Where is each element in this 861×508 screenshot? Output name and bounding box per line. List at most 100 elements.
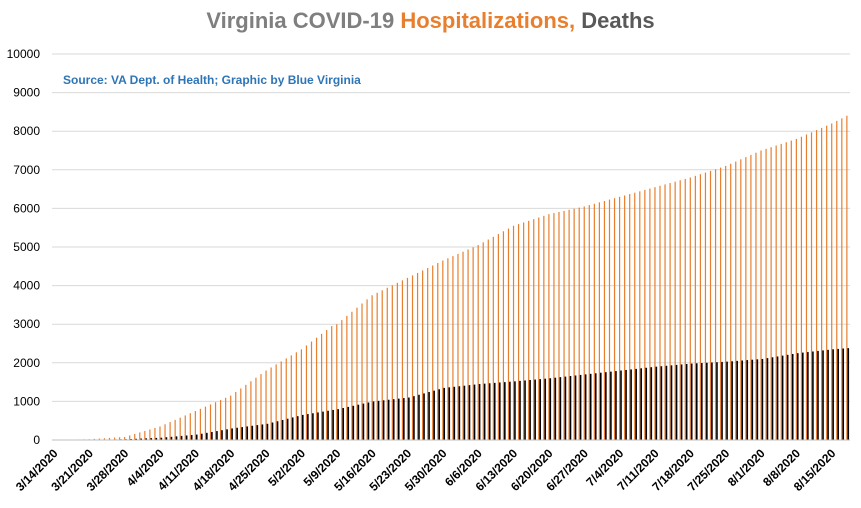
bar-hospitalizations-107	[593, 203, 595, 440]
bar-hospitalizations-67	[391, 285, 393, 440]
bar-deaths-61	[362, 403, 365, 440]
bar-hospitalizations-48	[295, 352, 297, 440]
bar-deaths-149	[807, 352, 809, 440]
bar-deaths-99	[554, 377, 557, 440]
bar-hospitalizations-106	[588, 205, 590, 440]
bar-deaths-55	[332, 409, 334, 440]
bar-deaths-104	[579, 374, 582, 440]
y-tick-label-10: 10000	[7, 47, 41, 61]
bar-hospitalizations-28	[194, 411, 196, 440]
bar-deaths-138	[751, 359, 754, 440]
title-part-3: Deaths	[575, 8, 655, 33]
bar-hospitalizations-52	[315, 337, 318, 440]
bar-deaths-74	[428, 392, 430, 440]
y-tick-label-7: 7000	[13, 163, 40, 177]
bar-hospitalizations-150	[810, 132, 813, 440]
bar-deaths-95	[534, 379, 536, 440]
bar-deaths-134	[731, 361, 733, 440]
bar-hospitalizations-108	[598, 202, 600, 440]
y-tick-label-0: 0	[33, 433, 40, 447]
bar-deaths-69	[403, 398, 405, 440]
bar-deaths-124	[680, 364, 683, 440]
bar-deaths-137	[746, 360, 749, 440]
bar-hospitalizations-133	[725, 165, 727, 440]
bar-hospitalizations-139	[755, 152, 757, 440]
bar-hospitalizations-53	[321, 333, 323, 440]
bar-hospitalizations-47	[290, 355, 292, 440]
bar-deaths-90	[509, 381, 511, 440]
bar-deaths-43	[271, 422, 274, 440]
bar-hospitalizations-148	[800, 136, 803, 440]
bar-deaths-117	[645, 367, 648, 440]
bar-deaths-103	[574, 375, 577, 440]
bar-hospitalizations-96	[538, 217, 540, 440]
bar-deaths-101	[564, 376, 567, 440]
bar-deaths-28	[195, 434, 198, 440]
bar-hospitalizations-40	[255, 377, 257, 440]
bar-deaths-116	[640, 368, 642, 440]
bar-hospitalizations-119	[654, 187, 656, 440]
bar-deaths-120	[660, 366, 663, 440]
bar-hospitalizations-131	[714, 169, 717, 440]
bar-deaths-115	[635, 368, 637, 440]
bar-hospitalizations-19	[149, 429, 151, 440]
bar-hospitalizations-55	[331, 326, 333, 440]
bar-hospitalizations-25	[179, 417, 181, 440]
bar-hospitalizations-15	[129, 435, 131, 440]
bar-hospitalizations-8	[93, 438, 95, 440]
bar-hospitalizations-50	[305, 345, 308, 440]
y-tick-label-2: 2000	[13, 356, 40, 370]
bar-deaths-150	[812, 351, 814, 440]
bar-deaths-32	[216, 431, 218, 440]
bar-deaths-91	[514, 381, 516, 440]
bar-deaths-140	[761, 358, 764, 440]
y-tick-label-4: 4000	[13, 279, 40, 293]
bar-deaths-154	[832, 349, 834, 440]
bar-hospitalizations-90	[507, 228, 510, 440]
bar-hospitalizations-10	[103, 438, 106, 440]
bar-hospitalizations-137	[745, 157, 747, 441]
bar-deaths-88	[498, 382, 501, 440]
bar-hospitalizations-24	[174, 419, 176, 440]
bar-deaths-76	[438, 389, 440, 440]
bar-deaths-114	[630, 369, 632, 440]
bar-hospitalizations-157	[846, 115, 848, 440]
bar-hospitalizations-123	[674, 181, 676, 441]
bar-hospitalizations-155	[836, 120, 838, 440]
bar-deaths-33	[221, 430, 223, 440]
bar-deaths-58	[347, 406, 350, 440]
bar-hospitalizations-49	[300, 349, 303, 440]
bar-deaths-16	[135, 438, 137, 440]
bar-deaths-19	[150, 438, 153, 440]
x-tick-label-20: 8/1/2020	[725, 446, 768, 489]
bar-deaths-41	[261, 424, 264, 440]
bar-hospitalizations-9	[98, 438, 100, 440]
bar-hospitalizations-113	[624, 195, 626, 440]
bar-deaths-56	[337, 409, 339, 440]
bar-deaths-127	[695, 363, 698, 440]
bar-hospitalizations-112	[618, 196, 621, 440]
bar-deaths-121	[665, 365, 668, 440]
bar-deaths-139	[756, 359, 759, 440]
bar-deaths-18	[145, 438, 148, 440]
bar-deaths-70	[408, 397, 410, 440]
bar-hospitalizations-105	[583, 206, 585, 440]
bar-deaths-132	[721, 361, 723, 440]
bar-deaths-145	[786, 354, 789, 440]
bar-deaths-54	[327, 410, 329, 440]
bar-hospitalizations-154	[831, 123, 833, 440]
bar-deaths-40	[256, 425, 259, 440]
bar-deaths-135	[736, 360, 738, 440]
bar-deaths-107	[594, 373, 597, 440]
bar-hospitalizations-135	[735, 161, 737, 440]
bar-deaths-45	[281, 419, 284, 440]
bar-deaths-102	[569, 376, 572, 440]
bar-hospitalizations-76	[437, 262, 439, 440]
bar-hospitalizations-84	[477, 245, 479, 440]
bar-hospitalizations-70	[406, 277, 409, 440]
bar-hospitalizations-66	[386, 287, 388, 440]
bar-hospitalizations-59	[351, 311, 353, 440]
bar-deaths-89	[504, 382, 506, 440]
bar-deaths-98	[549, 378, 552, 440]
bar-deaths-34	[226, 429, 228, 440]
